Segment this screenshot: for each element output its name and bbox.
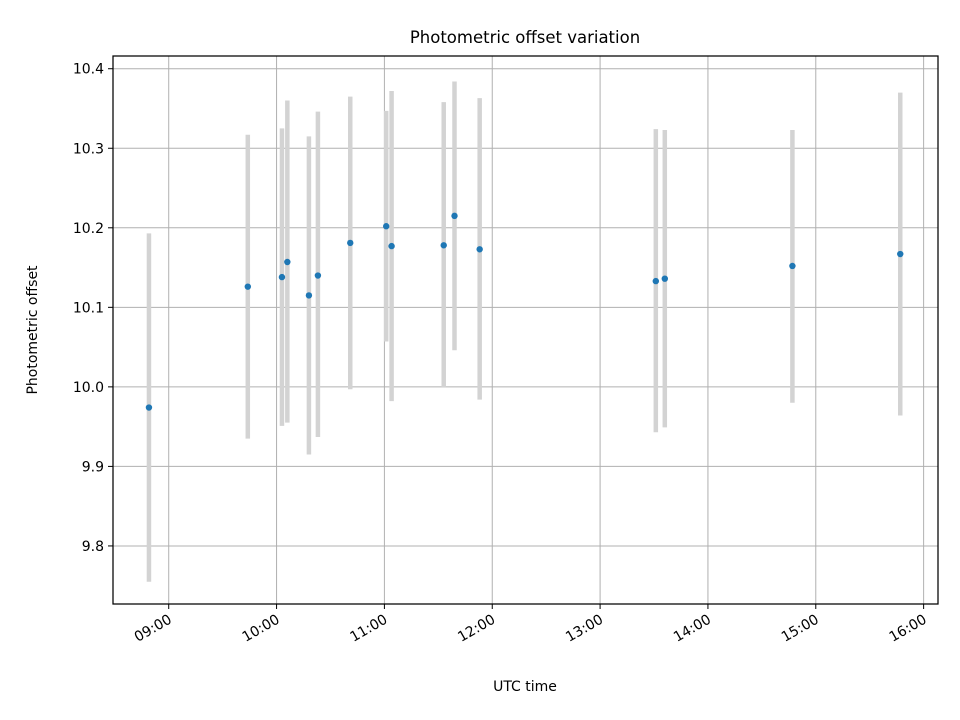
y-tick-label: 10.1 [73,300,104,316]
data-point [652,277,660,285]
data-point [661,275,668,282]
y-tick-label: 10.0 [73,380,104,396]
plot-area [113,56,938,604]
y-tick-label: 10.3 [73,141,104,157]
data-point [388,242,395,250]
data-point [314,272,322,279]
data-point [897,250,904,258]
y-tick-label: 9.8 [82,539,104,555]
data-points [145,212,904,411]
data-point [451,212,458,220]
y-tick-label: 10.2 [73,221,104,237]
plot-frame [112,55,939,605]
data-point [244,283,252,290]
y-axis-label: Photometric offset [25,265,41,395]
data-point [278,273,286,281]
data-point [284,258,291,266]
chart-title: Photometric offset variation [410,28,640,47]
data-point [145,404,153,411]
y-tick-label: 9.9 [82,459,104,475]
data-point [789,262,796,270]
data-point [347,239,354,247]
y-axis: 9.8 9.9 10.0 10.1 10.2 10.3 10.4 [73,62,113,555]
y-tick-label: 10.4 [73,62,104,78]
data-point [476,246,483,253]
data-point [440,242,447,249]
data-point [305,292,313,299]
x-axis-label: UTC time [493,679,557,695]
data-point [383,223,390,230]
